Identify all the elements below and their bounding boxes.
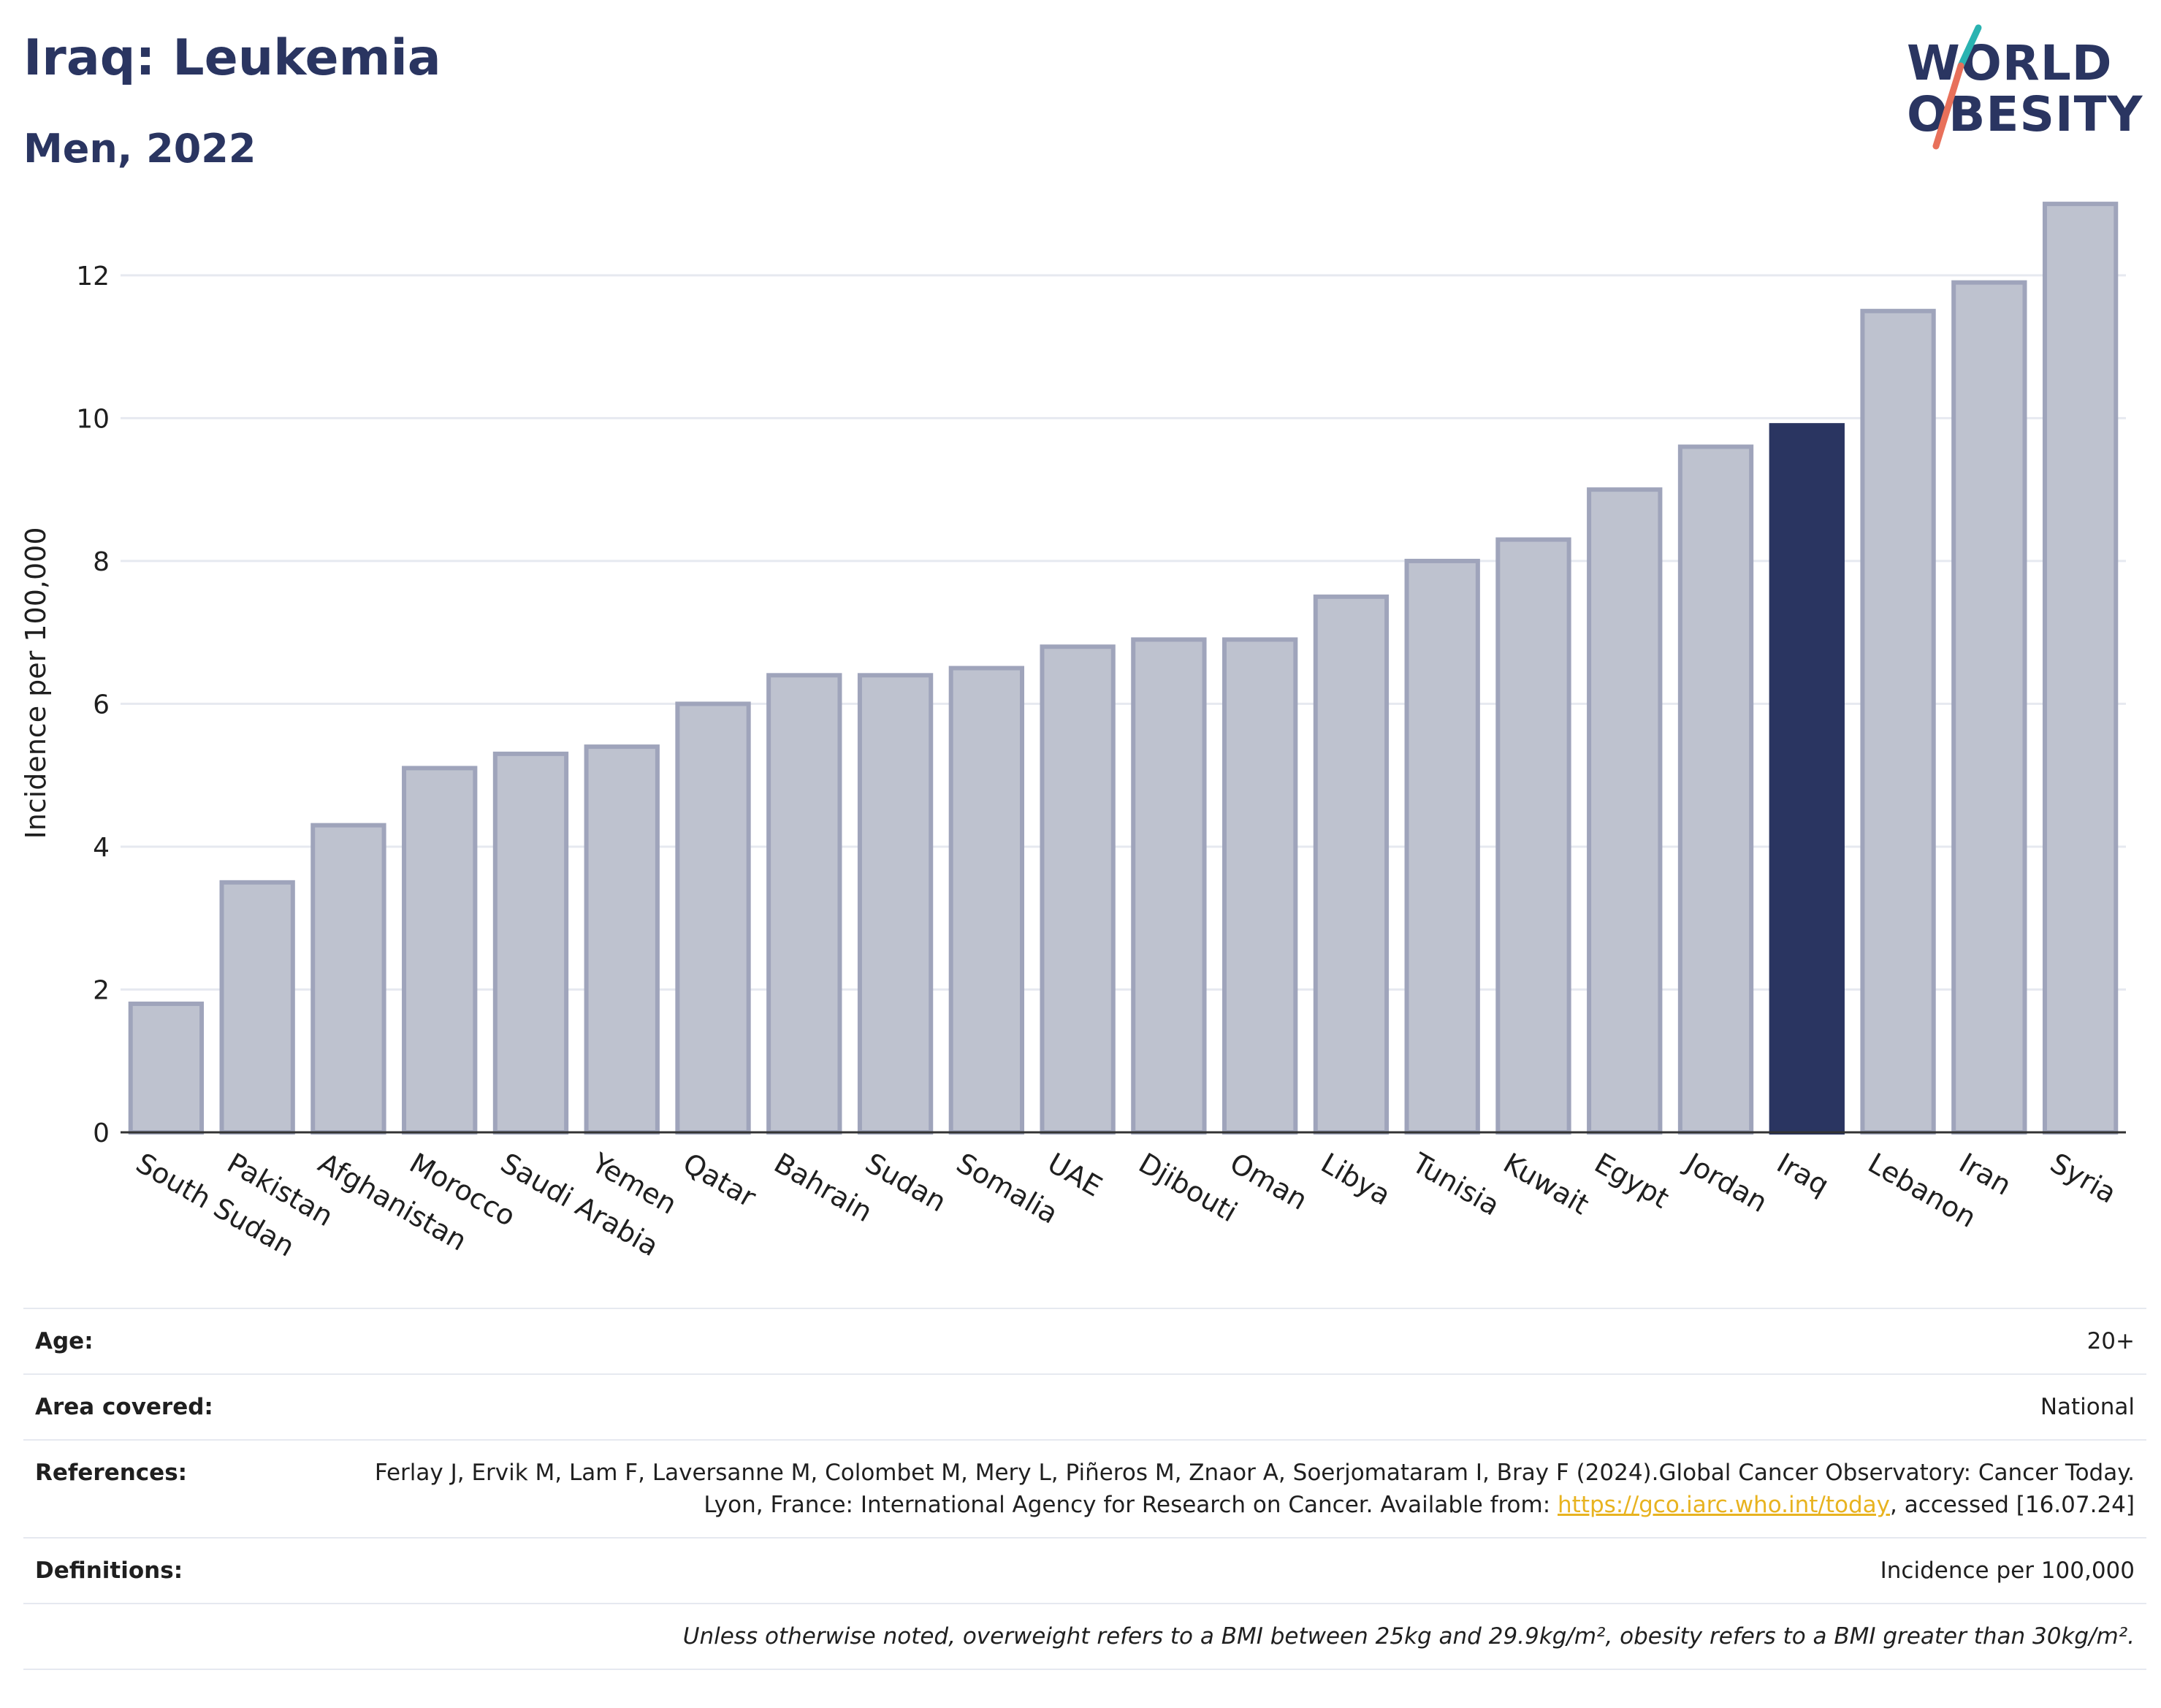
x-tick-label: Bahrain <box>769 1147 877 1229</box>
bar-tunisia <box>1404 558 1480 1135</box>
bar-djibouti <box>1131 637 1207 1135</box>
y-axis-label: Incidence per 100,000 <box>20 527 52 839</box>
x-tick-label: Libya <box>1316 1147 1396 1212</box>
bar-kuwait <box>1495 537 1571 1135</box>
y-tick-label: 0 <box>93 1118 110 1148</box>
x-tick-label: Tunisia <box>1406 1146 1505 1222</box>
bar-somalia <box>948 666 1025 1135</box>
x-tick-label: Somalia <box>951 1147 1064 1230</box>
page-subtitle: Men, 2022 <box>23 126 256 172</box>
bmi-note: Unless otherwise noted, overweight refer… <box>354 1603 2146 1670</box>
bar-qatar <box>675 701 751 1135</box>
bar-saudi-arabia <box>492 751 569 1135</box>
info-row-definitions: Definitions: Incidence per 100,000 <box>23 1537 2146 1604</box>
bar-uae <box>1040 644 1116 1135</box>
bar-libya <box>1313 594 1390 1135</box>
page-title: Iraq: Leukemia <box>23 29 441 87</box>
y-tick-label: 2 <box>93 975 110 1005</box>
bar-yemen <box>584 744 660 1135</box>
y-tick-label: 12 <box>76 262 110 291</box>
logo-line-1: WORLD <box>1907 35 2113 91</box>
references-text-2: , accessed [16.07.24] <box>1889 1492 2135 1518</box>
note-spacer <box>23 1603 354 1670</box>
age-value: 20+ <box>354 1308 2146 1374</box>
area-label: Area covered: <box>23 1373 354 1440</box>
references-value: Ferlay J, Ervik M, Lam F, Laversanne M, … <box>354 1439 2146 1538</box>
bar-south-sudan <box>128 1002 205 1135</box>
x-tick-label: Qatar <box>678 1147 762 1214</box>
bar-chart: 0 2 4 6 8 10 12 South SudanPakistanAfghanistan… <box>20 202 2126 1263</box>
world-obesity-logo: WORLD OBESITY <box>1907 22 2148 153</box>
x-tick-label: Syria <box>2045 1147 2122 1210</box>
bar-egypt <box>1587 487 1663 1135</box>
x-tick-label: Egypt <box>1589 1147 1674 1215</box>
info-row-area: Area covered: National <box>23 1373 2146 1440</box>
info-row-age: Age: 20+ <box>23 1308 2146 1374</box>
area-value: National <box>354 1373 2146 1440</box>
x-tick-label: Iran <box>1954 1147 2016 1202</box>
bar-lebanon <box>1860 308 1936 1135</box>
x-axis-ticks: South SudanPakistanAfghanistanMoroccoSau… <box>131 1146 2122 1263</box>
x-tick-label: Iraq <box>1772 1147 1834 1202</box>
y-axis-ticks: 0 2 4 6 8 10 12 <box>76 262 110 1148</box>
bar-morocco <box>402 766 478 1135</box>
bar-pakistan <box>219 880 295 1135</box>
bar-iran <box>1951 280 2027 1135</box>
info-row-references: References: Ferlay J, Ervik M, Lam F, La… <box>23 1439 2146 1538</box>
bar-jordan <box>1677 444 1754 1135</box>
bar-afghanistan <box>310 823 386 1135</box>
bar-syria <box>2042 202 2119 1135</box>
definitions-value: Incidence per 100,000 <box>354 1537 2146 1604</box>
references-label: References: <box>23 1439 354 1538</box>
references-text-1: Ferlay J, Ervik M, Lam F, Laversanne M, … <box>374 1460 2135 1518</box>
info-row-note: Unless otherwise noted, overweight refer… <box>23 1603 2146 1670</box>
age-label: Age: <box>23 1308 354 1374</box>
x-tick-label: UAE <box>1043 1147 1108 1203</box>
y-tick-label: 4 <box>93 833 110 863</box>
bars <box>128 202 2119 1135</box>
definitions-label: Definitions: <box>23 1537 354 1604</box>
references-link[interactable]: https://gco.iarc.who.int/today <box>1558 1492 1890 1518</box>
bar-oman <box>1221 637 1298 1135</box>
x-tick-label: Jordan <box>1679 1146 1772 1219</box>
y-tick-label: 6 <box>93 690 110 720</box>
x-tick-label: Kuwait <box>1498 1147 1594 1221</box>
y-tick-label: 10 <box>76 404 110 434</box>
x-tick-label: Djibouti <box>1133 1147 1243 1229</box>
logo-slash-icon <box>1932 24 1982 150</box>
bar-sudan <box>857 673 934 1135</box>
y-tick-label: 8 <box>93 547 110 577</box>
bar-bahrain <box>766 673 842 1135</box>
info-table: Age: 20+ Area covered: National Referenc… <box>23 1308 2146 1670</box>
bar-iraq <box>1769 423 1845 1135</box>
